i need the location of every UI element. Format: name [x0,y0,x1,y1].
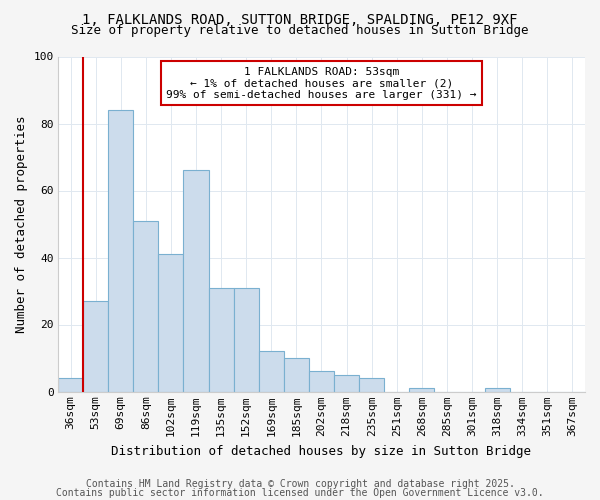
X-axis label: Distribution of detached houses by size in Sutton Bridge: Distribution of detached houses by size … [112,444,532,458]
Bar [485,388,510,392]
Bar [359,378,384,392]
Bar [259,352,284,392]
Bar [284,358,309,392]
Text: Contains HM Land Registry data © Crown copyright and database right 2025.: Contains HM Land Registry data © Crown c… [86,479,514,489]
Bar [209,288,233,392]
Bar [83,301,108,392]
Text: 1, FALKLANDS ROAD, SUTTON BRIDGE, SPALDING, PE12 9XF: 1, FALKLANDS ROAD, SUTTON BRIDGE, SPALDI… [82,12,518,26]
Bar [409,388,434,392]
Bar [58,378,83,392]
Bar [108,110,133,392]
Bar [233,288,259,392]
Bar [184,170,209,392]
Text: Size of property relative to detached houses in Sutton Bridge: Size of property relative to detached ho… [71,24,529,37]
Bar [133,220,158,392]
Text: Contains public sector information licensed under the Open Government Licence v3: Contains public sector information licen… [56,488,544,498]
Bar [158,254,184,392]
Y-axis label: Number of detached properties: Number of detached properties [15,116,28,333]
Bar [309,372,334,392]
Bar [334,375,359,392]
Text: 1 FALKLANDS ROAD: 53sqm
← 1% of detached houses are smaller (2)
99% of semi-deta: 1 FALKLANDS ROAD: 53sqm ← 1% of detached… [166,66,477,100]
